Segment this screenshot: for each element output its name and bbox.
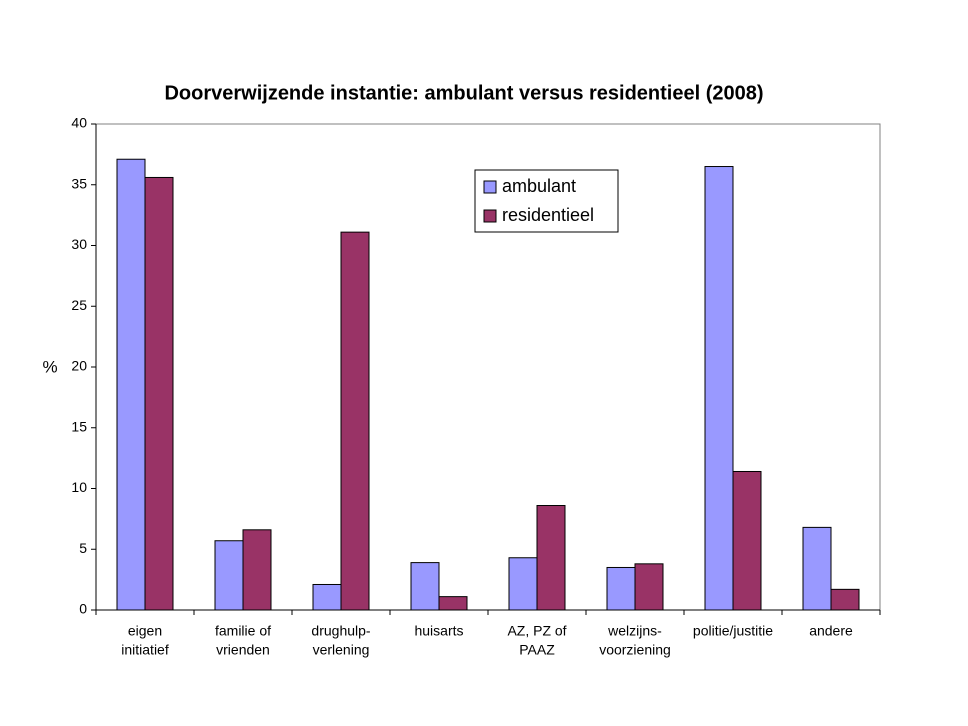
bar [116,158,146,611]
y-tick-label: 25 [71,297,87,313]
x-tick-label: drughulp- [311,623,370,639]
bar [214,540,244,611]
x-tick-label: eigen [128,623,162,639]
legend-swatch [483,209,497,223]
bar [732,470,762,611]
y-tick-label: 30 [71,236,87,252]
legend-label: residentieel [502,205,594,225]
bar [340,231,370,611]
x-tick-label: AZ, PZ of [507,623,566,639]
x-tick-label: huisarts [414,623,463,639]
x-tick-label: vrienden [216,642,270,658]
bar [144,176,174,611]
x-tick-label: voorziening [599,642,671,658]
y-tick-label: 15 [71,418,87,434]
y-axis-label: % [42,357,57,376]
legend-swatch [483,180,497,194]
x-tick-label: verlening [313,642,370,658]
bar [606,566,636,611]
y-tick-label: 5 [79,540,87,556]
bar [312,583,342,611]
y-tick-label: 0 [79,601,87,617]
x-tick-label: politie/justitie [693,623,773,639]
bar [830,588,860,611]
y-tick-label: 40 [71,115,87,131]
x-tick-label: andere [809,623,853,639]
bar [634,563,664,611]
x-tick-label: initiatief [121,642,169,658]
bar [536,505,566,611]
y-tick-label: 10 [71,479,87,495]
legend-box [474,169,619,233]
bar [704,166,734,611]
bar [802,526,832,611]
bar [410,562,440,611]
y-tick-label: 35 [71,175,87,191]
y-tick-label: 20 [71,358,87,374]
x-tick-label: familie of [215,623,271,639]
bar [438,596,468,611]
chart-title: Doorverwijzende instantie: ambulant vers… [164,82,763,104]
legend-label: ambulant [502,176,576,196]
bar [508,557,538,611]
x-tick-label: welzijns- [607,623,662,639]
x-tick-label: PAAZ [519,642,555,658]
bar [242,529,272,611]
